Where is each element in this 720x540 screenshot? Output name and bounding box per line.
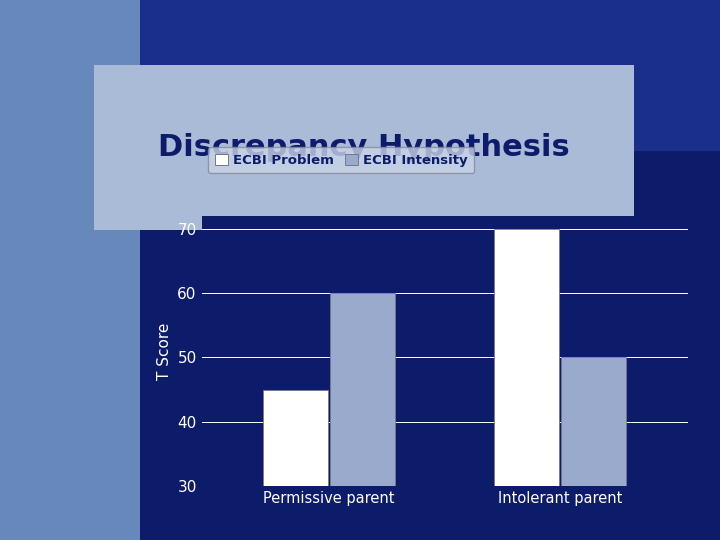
Legend: ECBI Problem, ECBI Intensity: ECBI Problem, ECBI Intensity xyxy=(208,147,474,173)
Bar xyxy=(562,357,626,486)
Bar xyxy=(330,293,395,486)
Bar xyxy=(263,389,328,486)
Y-axis label: T Score: T Score xyxy=(157,322,172,380)
Text: Discrepancy Hypothesis: Discrepancy Hypothesis xyxy=(158,133,570,161)
Bar xyxy=(495,229,559,486)
